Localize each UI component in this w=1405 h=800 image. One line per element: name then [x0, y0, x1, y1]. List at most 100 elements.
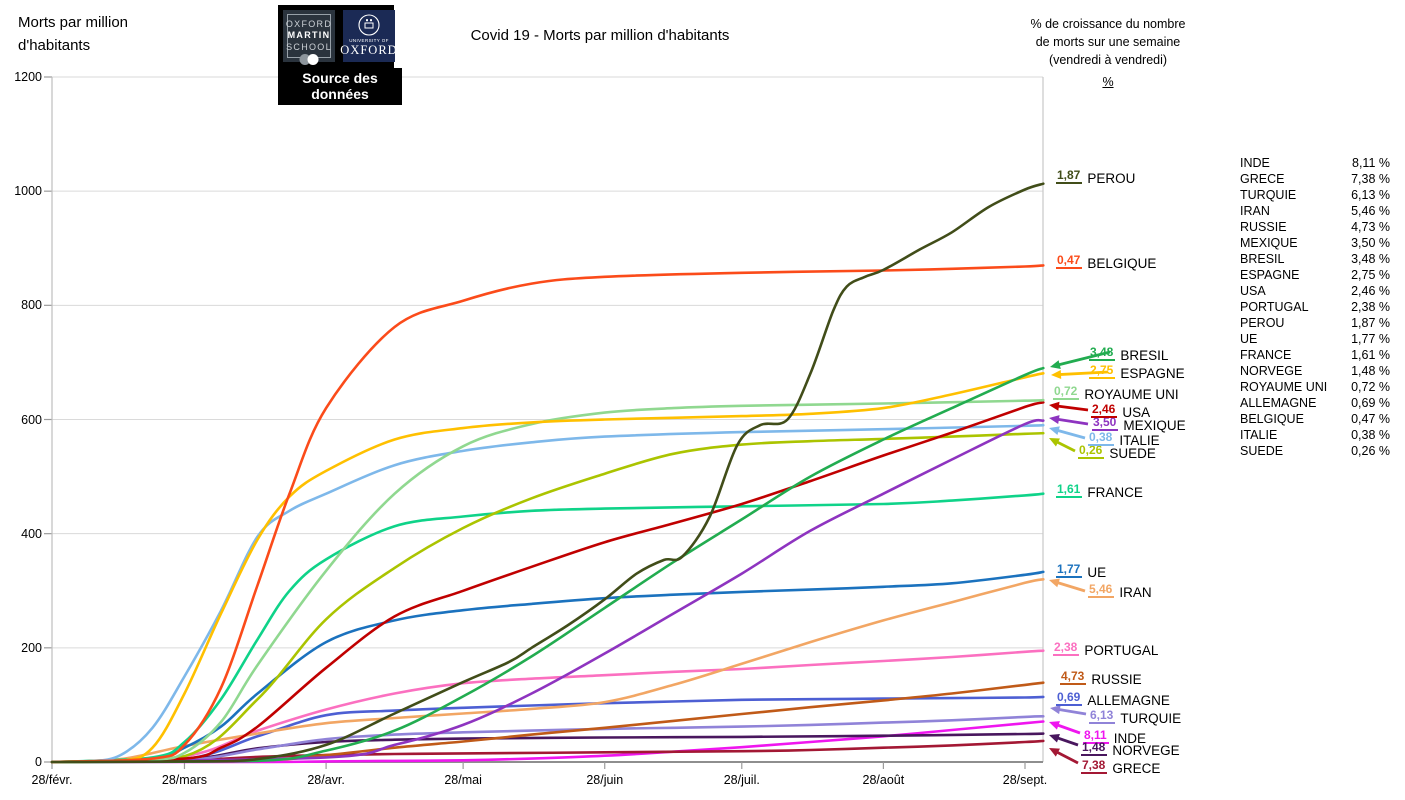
table-country-name: SUEDE	[1240, 444, 1284, 458]
y-tick-label: 400	[21, 526, 42, 541]
growth-table-row: TURQUIE 6,13 %	[1240, 187, 1390, 203]
growth-table-row: SUEDE 0,26 %	[1240, 443, 1390, 459]
line-label-italie: 0,38 ITALIE	[1088, 428, 1160, 448]
country-name: ALLEMAGNE	[1087, 693, 1170, 708]
label-arrowhead-icon	[1049, 401, 1060, 411]
growth-table-row: ESPAGNE 2,75 %	[1240, 267, 1390, 283]
table-country-name: GRECE	[1240, 172, 1285, 186]
logo-school-line1: OXFORD	[285, 19, 333, 30]
growth-table-row: INDE 8,11 %	[1240, 155, 1390, 171]
growth-table-row: FRANCE 1,61 %	[1240, 347, 1390, 363]
label-arrowhead-icon	[1051, 369, 1062, 379]
x-tick-label: 28/juil.	[723, 773, 760, 787]
line-label-suede: 0,26 SUEDE	[1078, 441, 1156, 461]
growth-value: 6,13	[1089, 708, 1116, 724]
oxford-martin-school-logo: OXFORD MARTIN SCHOOL	[283, 10, 335, 65]
label-arrowhead-icon	[1049, 426, 1060, 436]
table-growth-value: 0,69 %	[1351, 396, 1390, 410]
y-axis-title: Morts par million d'habitants	[18, 12, 128, 57]
growth-value: 0,26	[1078, 443, 1105, 459]
label-arrow-bresil	[1055, 350, 1111, 367]
label-arrow-iran	[1054, 580, 1086, 593]
growth-table-row: PEROU 1,87 %	[1240, 315, 1390, 331]
label-arrowhead-icon	[1049, 734, 1060, 743]
growth-value: 0,47	[1056, 253, 1083, 269]
label-arrow-usa	[1054, 404, 1089, 412]
growth-value: 1,77	[1056, 562, 1083, 578]
line-grece	[50, 739, 1045, 764]
country-name: BELGIQUE	[1087, 256, 1157, 271]
growth-table-row: USA 2,46 %	[1240, 283, 1390, 299]
label-arrowhead-icon	[1049, 578, 1060, 588]
label-arrowhead-icon	[1049, 438, 1060, 447]
line-label-turquie: 6,13 TURQUIE	[1089, 706, 1181, 726]
table-country-name: ITALIE	[1240, 428, 1278, 442]
y-tick-label: 1200	[14, 70, 42, 84]
line-royaume-uni	[50, 398, 1045, 764]
x-tick-label: 28/sept.	[1002, 773, 1048, 787]
growth-table-row: ALLEMAGNE 0,69 %	[1240, 395, 1390, 411]
label-arrow-turquie	[1055, 707, 1087, 716]
country-name: BRESIL	[1120, 348, 1169, 363]
table-country-name: UE	[1240, 332, 1258, 346]
table-growth-value: 5,46 %	[1351, 204, 1390, 218]
x-tick-label: 28/août	[862, 773, 905, 787]
table-growth-value: 2,75 %	[1351, 268, 1390, 282]
label-arrow-grece	[1053, 749, 1079, 765]
table-growth-value: 7,38 %	[1351, 172, 1390, 186]
line-label-norvege: 1,48 NORVEGE	[1081, 738, 1180, 758]
table-country-name: BRESIL	[1240, 252, 1285, 266]
growth-value: 2,75	[1089, 363, 1116, 379]
growth-value: 4,73	[1060, 669, 1087, 685]
growth-table-row: ROYAUME UNI 0,72 %	[1240, 379, 1390, 395]
x-tick-label: 28/févr.	[31, 773, 73, 787]
oxford-logo: OXFORD MARTIN SCHOOL UNIVERSITY OF OXFO	[278, 5, 402, 105]
country-name: GRECE	[1112, 761, 1161, 776]
table-growth-value: 2,46 %	[1351, 284, 1390, 298]
logo-school-line3: SCHOOL	[286, 41, 332, 52]
line-belgique	[50, 264, 1045, 764]
growth-header: % de croissance du nombre de morts sur u…	[1028, 16, 1188, 92]
source-data-button[interactable]: Source des données	[278, 68, 402, 105]
table-growth-value: 0,26 %	[1351, 444, 1390, 458]
y-tick-label: 200	[21, 640, 42, 655]
line-label-inde: 8,11 INDE	[1083, 726, 1146, 746]
x-tick-label: 28/mai	[444, 773, 482, 787]
table-country-name: RUSSIE	[1240, 220, 1287, 234]
country-name: ESPAGNE	[1120, 366, 1185, 381]
table-country-name: TURQUIE	[1240, 188, 1297, 202]
line-suede	[50, 431, 1045, 764]
table-country-name: ALLEMAGNE	[1240, 396, 1317, 410]
label-arrow-mexique	[1054, 417, 1089, 426]
line-label-usa: 2,46 USA	[1091, 400, 1150, 420]
y-axis-title-line2: d'habitants	[18, 36, 91, 54]
line-label-bresil: 3,48 BRESIL	[1089, 343, 1169, 363]
table-country-name: IRAN	[1240, 204, 1270, 218]
growth-value: 0,38	[1088, 430, 1115, 446]
label-arrow-espagne	[1056, 370, 1109, 377]
growth-value: 2,38	[1053, 640, 1080, 656]
country-name: ITALIE	[1119, 433, 1160, 448]
y-tick-label: 800	[21, 298, 42, 313]
growth-table: INDE 8,11 % GRECE 7,38 % TURQUIE 6,13 % IRAN 5,…	[1240, 155, 1390, 459]
country-name: PORTUGAL	[1084, 643, 1159, 658]
line-russie	[50, 681, 1045, 764]
country-name: MEXIQUE	[1123, 418, 1186, 433]
table-growth-value: 1,61 %	[1351, 348, 1390, 362]
oxford-logo-tiles: OXFORD MARTIN SCHOOL UNIVERSITY OF OXFO	[278, 5, 397, 68]
logo-school-line2: MARTIN	[287, 30, 331, 41]
table-country-name: ESPAGNE	[1240, 268, 1300, 282]
country-name: IRAN	[1119, 585, 1152, 600]
growth-table-row: IRAN 5,46 %	[1240, 203, 1390, 219]
label-arrowhead-icon	[1050, 705, 1061, 715]
line-label-mexique: 3,50 MEXIQUE	[1092, 413, 1186, 433]
x-tick-label: 28/juin	[586, 773, 624, 787]
growth-value: 1,48	[1081, 740, 1108, 756]
x-tick-label: 28/avr.	[307, 773, 345, 787]
line-perou	[50, 182, 1045, 764]
line-label-ue: 1,77 UE	[1056, 560, 1106, 580]
growth-value: 3,48	[1089, 345, 1116, 361]
line-label-espagne: 2,75 ESPAGNE	[1089, 361, 1185, 381]
